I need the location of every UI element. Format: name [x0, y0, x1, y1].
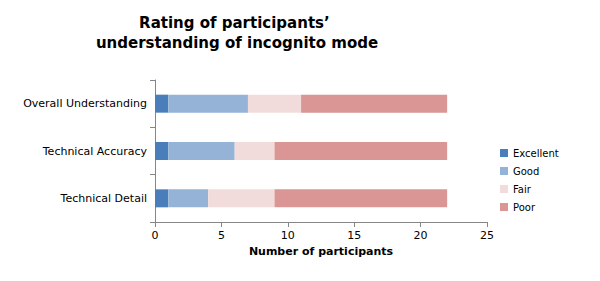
svg-text:20: 20: [414, 229, 428, 242]
svg-text:understanding of incognito mod: understanding of incognito mode: [96, 34, 378, 52]
svg-text:0: 0: [152, 229, 159, 242]
svg-text:Good: Good: [513, 166, 539, 177]
svg-text:10: 10: [281, 229, 295, 242]
svg-text:Technical Detail: Technical Detail: [60, 192, 147, 205]
svg-text:5: 5: [218, 229, 225, 242]
svg-text:Technical Accuracy: Technical Accuracy: [42, 145, 148, 158]
svg-text:15: 15: [347, 229, 361, 242]
svg-text:Overall Understanding: Overall Understanding: [23, 97, 147, 110]
svg-text:Fair: Fair: [513, 184, 532, 195]
svg-text:Poor: Poor: [513, 202, 536, 213]
svg-text:Rating of participants’: Rating of participants’: [139, 14, 335, 32]
svg-text:Number of participants: Number of participants: [249, 245, 394, 258]
svg-text:25: 25: [480, 229, 494, 242]
svg-text:Excellent: Excellent: [513, 148, 559, 159]
